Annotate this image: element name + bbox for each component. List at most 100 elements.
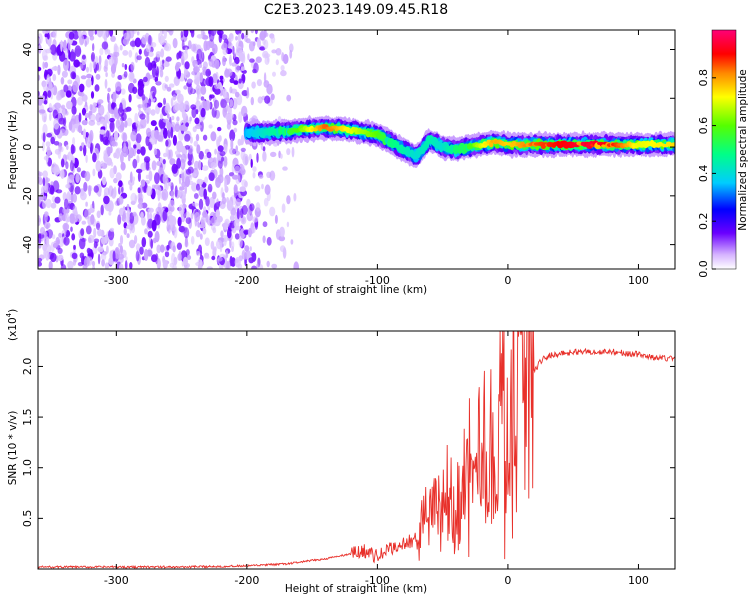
noise-speckle (70, 185, 74, 195)
noise-speckle (166, 86, 172, 92)
noise-speckle (80, 75, 87, 80)
noise-speckle (109, 227, 115, 232)
noise-speckle (121, 62, 125, 68)
noise-speckle (119, 102, 123, 113)
noise-speckle (69, 213, 75, 224)
noise-speckle (68, 31, 75, 40)
noise-speckle (85, 36, 90, 45)
y-tick-label: 2.0 (21, 358, 34, 376)
noise-speckle (233, 127, 238, 133)
noise-speckle (135, 250, 140, 262)
noise-speckle (65, 184, 71, 189)
noise-speckle (154, 76, 159, 83)
noise-speckle (183, 30, 189, 38)
noise-speckle (162, 118, 170, 123)
noise-speckle (99, 129, 106, 135)
noise-speckle (156, 258, 161, 269)
noise-speckle (100, 160, 104, 167)
noise-speckle (85, 201, 88, 207)
noise-speckle (151, 66, 157, 78)
noise-speckle (263, 53, 271, 58)
noise-speckle (41, 48, 48, 61)
noise-speckle (153, 184, 161, 190)
noise-speckle (57, 64, 61, 76)
noise-speckle (57, 254, 64, 262)
noise-speckle (242, 153, 249, 166)
noise-speckle (93, 185, 100, 193)
noise-speckle (110, 161, 114, 167)
noise-speckle (185, 104, 189, 112)
noise-speckle (248, 41, 255, 52)
noise-speckle (82, 128, 87, 140)
noise-speckle (187, 84, 193, 95)
noise-speckle (176, 157, 182, 169)
noise-speckle (146, 185, 153, 197)
noise-speckle (173, 76, 179, 84)
noise-speckle (205, 40, 211, 51)
noise-speckle (184, 235, 188, 248)
noise-speckle (55, 189, 63, 194)
noise-speckle (93, 227, 97, 238)
noise-speckle (238, 236, 243, 248)
noise-speckle (172, 245, 176, 253)
noise-speckle (252, 227, 256, 233)
noise-speckle (229, 54, 232, 67)
noise-speckle (280, 153, 283, 159)
noise-speckle (41, 141, 45, 152)
noise-speckle (81, 107, 87, 116)
noise-speckle (92, 168, 96, 177)
noise-speckle (234, 233, 240, 240)
noise-speckle (77, 96, 83, 106)
noise-speckle (128, 93, 132, 103)
noise-speckle (190, 104, 197, 110)
noise-speckle (115, 119, 120, 129)
noise-speckle (165, 56, 172, 62)
noise-speckle (214, 83, 221, 90)
noise-speckle (219, 243, 223, 253)
noise-speckle (262, 146, 266, 152)
noise-speckle (45, 198, 52, 209)
noise-speckle (142, 99, 148, 111)
noise-speckle (256, 263, 259, 269)
noise-speckle (213, 99, 220, 109)
x-tick-label: 100 (628, 274, 649, 287)
noise-speckle (181, 50, 189, 61)
noise-speckle (194, 160, 199, 170)
noise-speckle (58, 117, 66, 125)
noise-speckle (251, 81, 256, 89)
x-tick-label: 0 (504, 574, 511, 587)
noise-speckle (237, 33, 241, 42)
noise-speckle (286, 148, 291, 156)
noise-speckle (222, 88, 227, 98)
noise-speckle (219, 166, 224, 178)
noise-speckle (183, 85, 188, 90)
noise-speckle (63, 236, 70, 246)
noise-speckle (121, 132, 126, 141)
noise-speckle (198, 186, 205, 198)
noise-speckle (185, 211, 190, 219)
noise-speckle (280, 65, 285, 71)
noise-speckle (127, 141, 131, 151)
noise-speckle (57, 247, 63, 254)
x-tick-label: -200 (234, 274, 259, 287)
noise-speckle (206, 266, 213, 269)
noise-speckle (199, 233, 203, 240)
noise-speckle (267, 56, 270, 63)
noise-speckle (129, 262, 133, 269)
noise-speckle (89, 104, 93, 111)
noise-speckle (197, 89, 202, 100)
noise-speckle (223, 160, 228, 167)
noise-speckle (257, 96, 263, 104)
noise-speckle (61, 104, 66, 110)
noise-speckle (150, 109, 156, 116)
noise-speckle (264, 184, 271, 195)
noise-speckle (67, 203, 72, 210)
noise-speckle (134, 37, 142, 48)
noise-speckle (249, 203, 255, 212)
noise-speckle (96, 210, 101, 219)
noise-speckle (199, 259, 203, 269)
noise-speckle (129, 171, 133, 183)
noise-speckle (150, 120, 157, 127)
snr-y-scale-label: (x104) (5, 309, 19, 341)
colorbar-gradient (711, 29, 737, 270)
